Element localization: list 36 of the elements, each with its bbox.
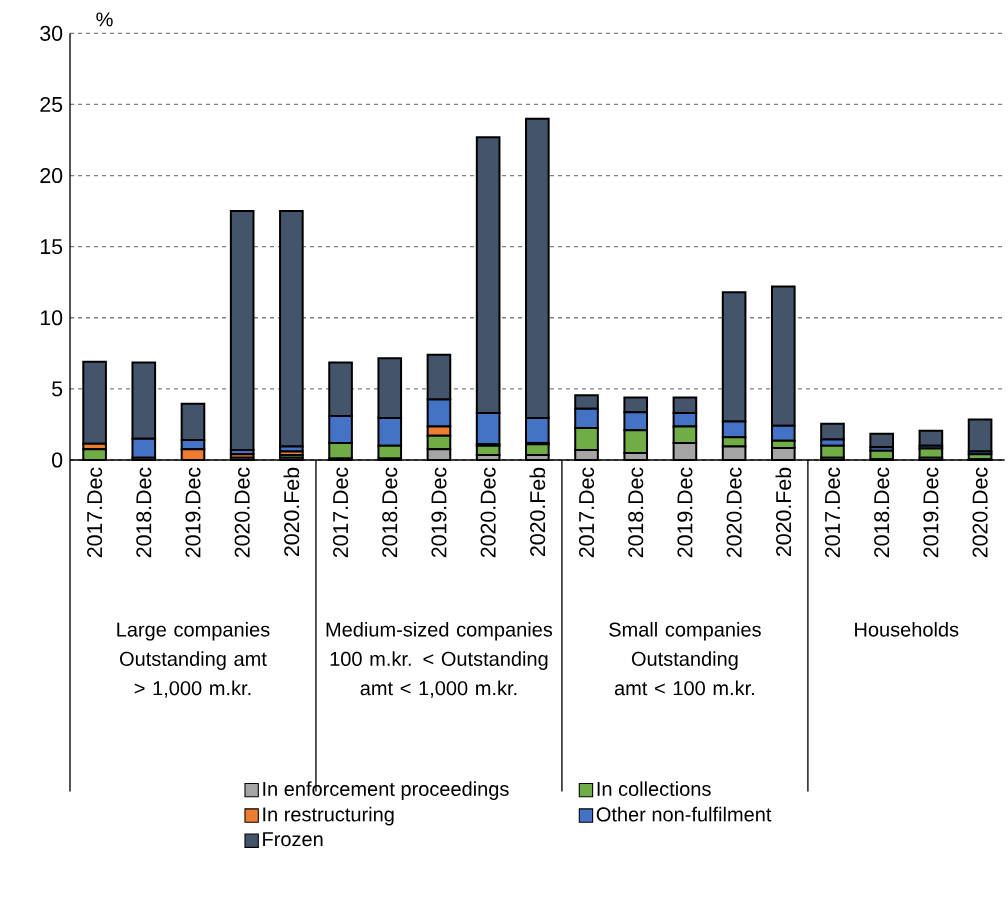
x-tick-label: 2020.Feb (529, 468, 546, 557)
x-tick-label: 2020.Dec (480, 467, 496, 558)
x-tick-label: 2018.Dec (136, 467, 152, 558)
text: Households (855, 622, 959, 637)
x-tick-label: 2020.Feb (283, 468, 300, 557)
x-tick-label: 2017.Dec (578, 467, 595, 558)
x-tick-label: 2018.Dec (628, 467, 644, 558)
text: Small companies Outstanding amt < 100 m.kr. (609, 622, 761, 696)
y-axis-title: % (96, 12, 113, 27)
x-tick-label: 2018.Dec (382, 467, 398, 558)
y-tick-label: 0 (52, 452, 63, 468)
x-tick-label: 2020.Dec (726, 467, 742, 558)
legend-label: In restructuring (263, 807, 394, 826)
x-tick-label: 2018.Dec (874, 467, 890, 558)
y-tick-label: 15 (40, 239, 63, 255)
legend-label: Frozen (263, 832, 323, 847)
x-tick-label: 2019.Dec (185, 467, 201, 558)
legend-label: Other non-fulfilment (596, 807, 772, 822)
legend-label: In enforcement proceedings (263, 781, 509, 801)
x-tick-label: 2019.Dec (923, 467, 939, 558)
x-tick-label: 2020.Dec (972, 467, 988, 558)
x-tick-label: 2017.Dec (824, 467, 841, 558)
y-tick-label: 10 (40, 310, 63, 326)
x-tick-label: 2020.Dec (234, 467, 250, 558)
x-tick-label: 2020.Feb (775, 468, 792, 557)
x-tick-label: 2017.Dec (87, 467, 103, 558)
text: Large companies Outstanding amt > 1,000 m.kr. (117, 622, 270, 698)
legend-label: In collections (597, 781, 711, 797)
x-tick-label: 2017.Dec (333, 467, 349, 558)
y-tick-label: 30 (40, 25, 63, 42)
text: Medium-sized companies 100 m.kr. < Outstanding amt < 1,000 m.kr. (326, 622, 553, 698)
y-tick-label: 5 (52, 381, 63, 397)
x-tick-label: 2019.Dec (431, 467, 447, 558)
x-tick-label: 2019.Dec (677, 467, 693, 558)
y-tick-label: 20 (40, 168, 63, 184)
y-tick-label: 25 (40, 97, 63, 113)
